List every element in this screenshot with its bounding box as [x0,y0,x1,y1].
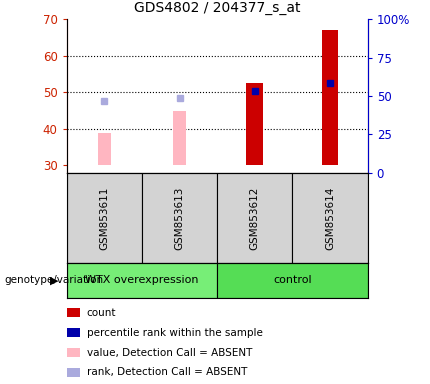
Text: value, Detection Call = ABSENT: value, Detection Call = ABSENT [87,348,252,358]
Bar [98,132,111,166]
Text: ▶: ▶ [49,275,58,285]
Text: count: count [87,308,117,318]
Text: GSM853611: GSM853611 [99,186,109,250]
Bar [67,173,142,263]
Bar [217,173,292,263]
Text: genotype/variation: genotype/variation [4,275,104,285]
Bar [173,111,186,166]
Text: percentile rank within the sample: percentile rank within the sample [87,328,263,338]
Bar [292,173,368,263]
Text: rank, Detection Call = ABSENT: rank, Detection Call = ABSENT [87,367,247,377]
Title: GDS4802 / 204377_s_at: GDS4802 / 204377_s_at [134,2,301,15]
Text: control: control [273,275,312,285]
Bar [322,30,338,166]
Text: GSM853613: GSM853613 [175,186,184,250]
Bar [142,173,217,263]
Bar [217,263,368,298]
Text: GSM853612: GSM853612 [250,186,260,250]
Bar [246,83,263,166]
Bar [67,263,217,298]
Text: GSM853614: GSM853614 [325,186,335,250]
Text: WTX overexpression: WTX overexpression [85,275,199,285]
